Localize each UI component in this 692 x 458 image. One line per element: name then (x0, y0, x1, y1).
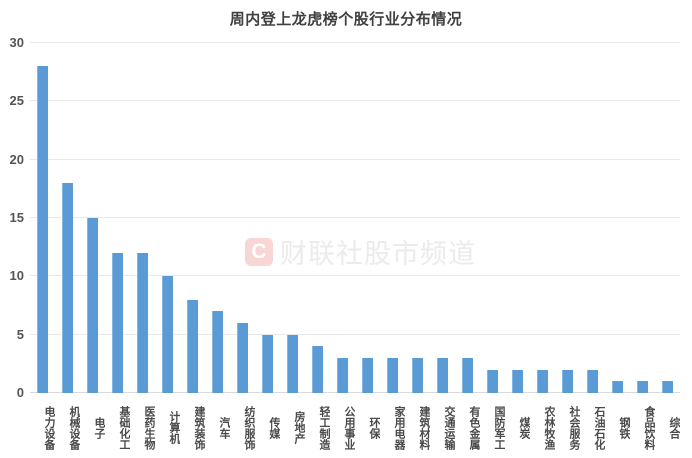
bar-国防军工 (487, 369, 498, 393)
chart-title: 周内登上龙虎榜个股行业分布情况 (229, 11, 463, 28)
bar-column (255, 43, 280, 393)
plot-area (30, 42, 680, 393)
x-axis-label: 汽车 (218, 416, 230, 439)
bars-container (30, 43, 680, 393)
bar-column (205, 43, 230, 393)
x-axis: 电力设备 机械设备 电子 基础化工 医药生物 计算机 建筑装饰 汽车 纺织服饰 传媒 房地产 轻工制造… (30, 397, 680, 458)
bar-column (305, 43, 330, 393)
x-axis-label: 有色金属 (468, 405, 480, 450)
bar-汽车 (212, 311, 223, 393)
bar-建筑材料 (412, 358, 423, 393)
x-axis-label: 家用电器 (393, 405, 405, 450)
bar-column (380, 43, 405, 393)
x-axis-label: 电子 (93, 416, 105, 439)
x-axis-label: 计算机 (168, 411, 180, 444)
y-tick-label-0: 0 (16, 385, 24, 400)
bar-column (330, 43, 355, 393)
bar-社会服务 (562, 369, 573, 393)
x-axis-label: 轻工制造 (318, 405, 330, 450)
y-axis: 0 5 10 15 20 25 30 (0, 36, 26, 400)
bar-column (55, 43, 80, 393)
bar-column (30, 43, 55, 393)
bar-column (355, 43, 380, 393)
bar-column (405, 43, 430, 393)
x-axis-label: 纺织服饰 (243, 405, 255, 450)
x-axis-label: 农林牧渔 (543, 405, 555, 450)
bar-传媒 (262, 334, 273, 393)
gridline-30 (30, 42, 680, 43)
x-axis-label: 基础化工 (118, 405, 130, 450)
gridline-10 (30, 275, 680, 277)
bar-column (555, 43, 580, 393)
bar-column (605, 43, 630, 393)
y-tick-label-5: 5 (16, 326, 24, 342)
y-tick-label-25: 25 (9, 93, 24, 109)
gridline-20 (30, 158, 680, 160)
x-axis-label: 建筑装饰 (193, 405, 205, 450)
x-axis-label: 公用事业 (343, 405, 355, 450)
bar-电力设备 (37, 66, 48, 393)
x-axis-label: 综合 (668, 416, 680, 439)
bar-column (430, 43, 455, 393)
bar-纺织服饰 (237, 323, 248, 393)
bar-column (230, 43, 255, 393)
bar-钢铁 (612, 381, 623, 393)
x-axis-label: 国防军工 (493, 405, 505, 450)
bar-column (480, 43, 505, 393)
gridline-0 (30, 392, 680, 393)
bar-column (630, 43, 655, 393)
bar-交通运输 (437, 358, 448, 393)
bar-家用电器 (387, 358, 398, 393)
x-axis-label: 环保 (368, 416, 380, 439)
x-axis-label: 医药生物 (143, 405, 155, 450)
x-axis-label: 建筑材料 (418, 405, 430, 450)
x-axis-label: 交通运输 (443, 405, 455, 450)
x-axis-label: 电力设备 (43, 405, 55, 450)
bar-有色金属 (462, 358, 473, 393)
bar-房地产 (287, 334, 298, 393)
bar-石油石化 (587, 369, 598, 393)
y-tick-label-20: 20 (9, 151, 24, 167)
bar-医药生物 (137, 253, 148, 393)
bar-环保 (362, 358, 373, 393)
gridline-5 (30, 333, 680, 335)
bar-column (655, 43, 680, 393)
bar-column (530, 43, 555, 393)
bar-机械设备 (62, 183, 73, 393)
x-axis-label: 传媒 (268, 416, 280, 439)
bar-column (580, 43, 605, 393)
bar-column (455, 43, 480, 393)
x-axis-label: 食品饮料 (643, 405, 655, 450)
bar-column (130, 43, 155, 393)
bar-column (80, 43, 105, 393)
bar-column (155, 43, 180, 393)
bar-农林牧渔 (537, 369, 548, 393)
bar-建筑装饰 (187, 299, 198, 393)
bar-基础化工 (112, 253, 123, 393)
bar-煤炭 (512, 369, 523, 393)
bar-column (505, 43, 530, 393)
bar-column (105, 43, 130, 393)
y-tick-label-15: 15 (9, 210, 24, 225)
x-axis-label: 钢铁 (618, 416, 630, 439)
x-axis-label: 房地产 (293, 411, 305, 444)
gridline-15 (30, 217, 680, 218)
bar-综合 (662, 381, 673, 393)
bar-公用事业 (337, 358, 348, 393)
bar-电子 (87, 218, 98, 393)
bar-食品饮料 (637, 381, 648, 393)
x-axis-label: 煤炭 (518, 416, 530, 439)
x-axis-label: 社会服务 (568, 405, 580, 450)
bar-轻工制造 (312, 346, 323, 393)
bar-计算机 (162, 276, 173, 393)
bar-column (180, 43, 205, 393)
y-tick-label-30: 30 (9, 35, 24, 50)
bar-column (280, 43, 305, 393)
gridline-25 (30, 100, 680, 102)
y-tick-label-10: 10 (9, 268, 24, 284)
x-axis-label: 石油石化 (593, 405, 605, 450)
x-axis-label: 机械设备 (68, 405, 80, 450)
